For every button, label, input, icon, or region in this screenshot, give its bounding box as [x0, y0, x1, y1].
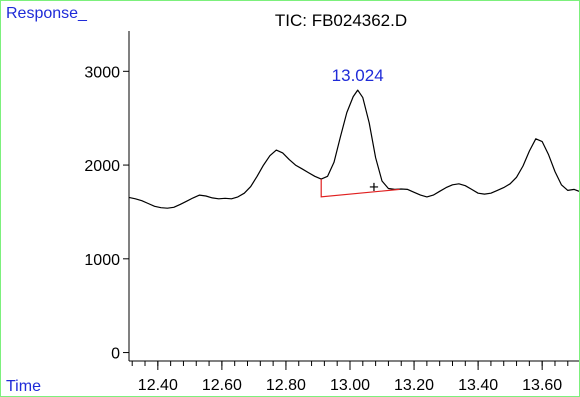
- x-tick-label: 13.20: [394, 377, 434, 394]
- x-tick-label: 13.60: [522, 377, 562, 394]
- x-tick-label: 12.60: [202, 377, 242, 394]
- x-tick-label: 13.00: [330, 377, 370, 394]
- x-axis-label: Time: [6, 378, 41, 395]
- y-axis-label: Response_: [6, 5, 88, 22]
- y-tick-label: 1000: [84, 252, 120, 269]
- x-tick-label: 12.80: [266, 377, 306, 394]
- series-line: [128, 89, 579, 209]
- crosshair-marker: +: [369, 178, 379, 197]
- chart-title: TIC: FB024362.D: [275, 11, 407, 30]
- x-tick-label: 12.40: [138, 377, 178, 394]
- plot-area: 13.024 +: [128, 66, 579, 209]
- y-tick-label: 0: [111, 346, 120, 363]
- integration-baseline: [320, 179, 400, 198]
- axes: 0 1000 2000 3000 12.40 12.60 12.80 13.00 13.20 13…: [84, 31, 579, 394]
- y-tick-label: 3000: [84, 64, 120, 81]
- x-tick-label: 13.40: [458, 377, 498, 394]
- peak-label: 13.024: [332, 66, 384, 85]
- y-tick-label: 2000: [84, 158, 120, 175]
